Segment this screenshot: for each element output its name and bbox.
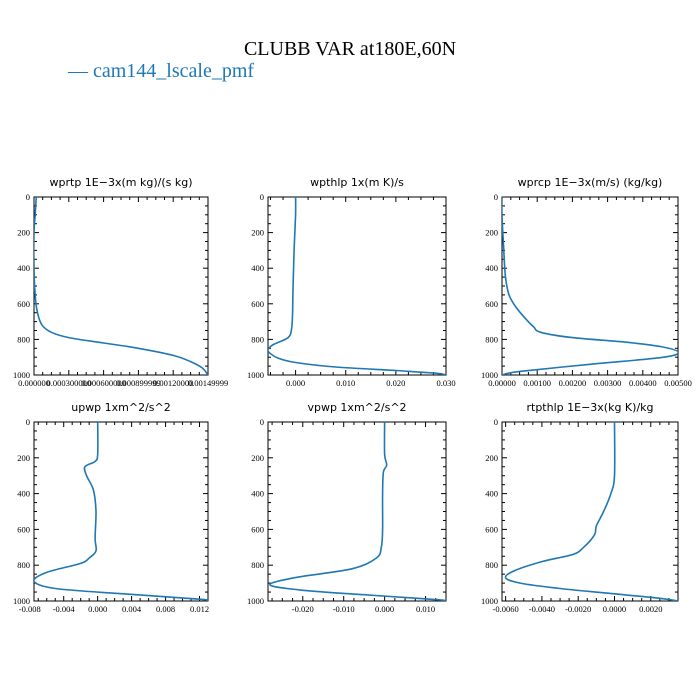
series-line [502, 197, 678, 375]
legend-entry: — cam144_lscale_pmf [67, 60, 254, 82]
y-tick-label: 0 [494, 192, 498, 202]
series-line [268, 197, 446, 375]
panel-4: upwp 1xm^2/s^2 0 200 400 600 800 1000-0.008 -0.… [13, 401, 209, 614]
plot-frame [267, 421, 447, 602]
x-tick-label: 0.0020 [639, 604, 662, 614]
plot-frame [33, 196, 209, 376]
y-tick-label: 0 [260, 417, 264, 427]
panel-title: vpwp 1xm^2/s^2 [307, 401, 406, 414]
y-tick-label: 600 [17, 299, 30, 309]
y-tick-label: 600 [251, 299, 264, 309]
x-tick-label: 0.012 [190, 604, 209, 614]
y-tick-label: 200 [17, 453, 30, 463]
x-tick-label: 0.000 [286, 378, 305, 388]
y-tick-label: 400 [17, 489, 30, 499]
x-tick-label: -0.008 [19, 604, 41, 614]
x-tick-label: -0.004 [53, 604, 76, 614]
y-tick-label: 800 [17, 334, 30, 344]
y-tick-label: 400 [17, 263, 30, 273]
x-tick-label: 0.000600000 [81, 378, 126, 388]
series-line [504, 422, 678, 601]
y-tick-label: 400 [485, 489, 498, 499]
y-tick-label: 800 [251, 560, 264, 570]
plot-frame [33, 421, 209, 602]
series-line [269, 422, 446, 601]
y-tick-label: 1000 [481, 370, 498, 380]
x-tick-label: 0.010 [336, 378, 355, 388]
y-tick-label: 200 [251, 453, 264, 463]
y-tick-label: 1000 [13, 370, 30, 380]
y-tick-label: 200 [485, 228, 498, 238]
panel-title: wpthlp 1x(m K)/s [310, 176, 404, 189]
figure-title: CLUBB VAR at180E,60N [244, 38, 456, 60]
x-tick-label: 0.00000 [488, 378, 516, 388]
x-tick-label: -0.020 [292, 604, 314, 614]
series-line [34, 197, 208, 375]
y-tick-label: 1000 [481, 596, 498, 606]
x-tick-label: -0.010 [333, 604, 355, 614]
x-tick-label: 0.00120000 [153, 378, 193, 388]
y-tick-label: 600 [17, 524, 30, 534]
x-tick-label: 0.020 [386, 378, 405, 388]
panel-title: upwp 1xm^2/s^2 [71, 401, 171, 414]
x-tick-label: 0.00149999 [188, 378, 228, 388]
y-tick-label: 400 [251, 263, 264, 273]
y-tick-label: 200 [251, 228, 264, 238]
panel-2: wpthlp 1x(m K)/s 0 200 400 600 800 1000 0.000 0.… [247, 176, 456, 388]
y-tick-label: 0 [26, 417, 30, 427]
y-tick-label: 800 [251, 334, 264, 344]
x-tick-label: 0.008 [156, 604, 175, 614]
x-tick-label: 0.00500 [664, 378, 692, 388]
y-tick-label: 0 [260, 192, 264, 202]
panel-grid: wprtp 1E−3x(m kg)/(s kg) 0 200 400 600 800 100… [13, 176, 692, 614]
panel-title: wprcp 1E−3x(m/s) (kg/kg) [518, 176, 663, 189]
x-tick-label: 0.0000 [603, 604, 626, 614]
y-tick-label: 0 [26, 192, 30, 202]
y-tick-label: 400 [251, 489, 264, 499]
panel-title: rtpthlp 1E−3x(kg K)/kg [526, 401, 653, 414]
x-tick-label: -0.0040 [529, 604, 555, 614]
y-tick-label: 600 [485, 524, 498, 534]
series-line [34, 422, 208, 601]
x-tick-label: 0.00200 [559, 378, 587, 388]
x-tick-label: 0.00400 [629, 378, 657, 388]
y-tick-label: 1000 [13, 596, 30, 606]
y-tick-label: 800 [485, 334, 498, 344]
panel-5: vpwp 1xm^2/s^2 0 200 400 600 800 1000 -0.020 -0.… [247, 401, 447, 614]
x-tick-label: -0.0060 [493, 604, 519, 614]
x-tick-label: 0.00100 [523, 378, 551, 388]
y-tick-label: 600 [251, 524, 264, 534]
panel-title: wprtp 1E−3x(m kg)/(s kg) [50, 176, 193, 189]
y-tick-label: 1000 [247, 370, 264, 380]
plot-frame [501, 421, 679, 602]
x-tick-label: 0.030 [436, 378, 455, 388]
plot-frame [501, 196, 679, 376]
y-tick-label: 600 [485, 299, 498, 309]
x-tick-label: 0.00300 [594, 378, 622, 388]
panel-3: wprcp 1E−3x(m/s) (kg/kg) 0 200 400 600 800 100… [481, 176, 692, 388]
y-tick-label: 800 [485, 560, 498, 570]
y-tick-label: 1000 [247, 596, 264, 606]
x-tick-label: 0.000000 [18, 378, 50, 388]
x-tick-label: 0.010 [416, 604, 435, 614]
x-tick-label: 0.000 [88, 604, 107, 614]
x-tick-label: 0.004 [122, 604, 142, 614]
x-tick-label: 0.000899999 [116, 378, 161, 388]
panel-1: wprtp 1E−3x(m kg)/(s kg) 0 200 400 600 800 100… [13, 176, 228, 388]
y-tick-label: 0 [494, 417, 498, 427]
x-tick-label: 0.000 [375, 604, 394, 614]
y-tick-label: 200 [17, 228, 30, 238]
y-tick-label: 800 [17, 560, 30, 570]
panel-6: rtpthlp 1E−3x(kg K)/kg02004006008001000-… [481, 401, 679, 614]
x-tick-label: 0.000300000 [46, 378, 91, 388]
x-tick-label: -0.0020 [565, 604, 591, 614]
y-tick-label: 400 [485, 263, 498, 273]
y-tick-label: 200 [485, 453, 498, 463]
